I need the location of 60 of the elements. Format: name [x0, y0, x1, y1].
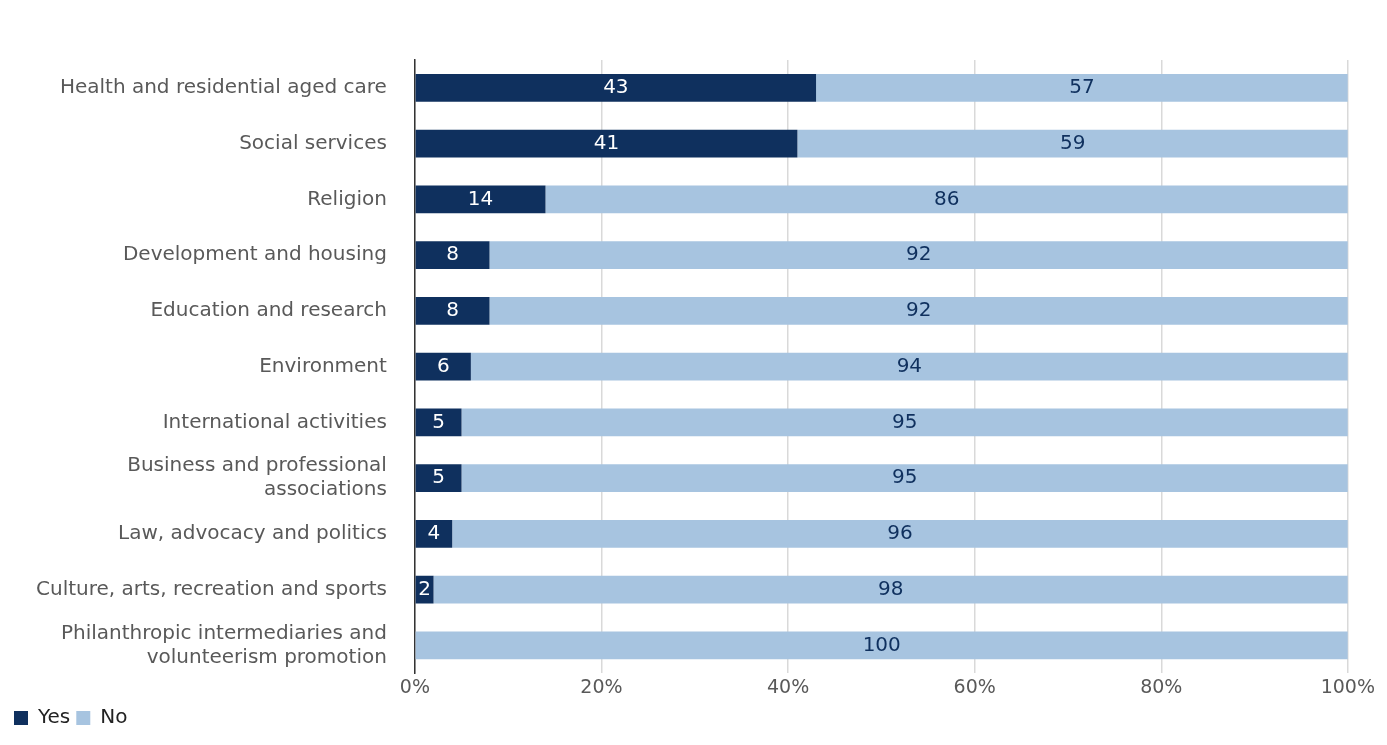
- bar: [470, 352, 1348, 381]
- bar: [415, 129, 798, 158]
- y-tick-label: Law, advocacy and politics: [118, 520, 387, 545]
- y-tick-label: International activities: [162, 408, 387, 433]
- bar: [545, 185, 1348, 214]
- data-label: 100: [862, 631, 901, 656]
- bar: [415, 464, 462, 493]
- bar: [415, 631, 1348, 660]
- data-label: 41: [593, 129, 620, 154]
- data-label: 6: [436, 352, 450, 377]
- bar: [489, 296, 1348, 325]
- data-label: 43: [603, 74, 629, 99]
- bar: [797, 129, 1348, 158]
- x-tick-label: 40%: [766, 674, 810, 697]
- data-label: 8: [446, 241, 459, 266]
- data-label: 98: [877, 575, 904, 600]
- x-tick-label: 60%: [953, 674, 996, 697]
- bar: [415, 408, 462, 437]
- bar: [489, 241, 1348, 270]
- bar: [461, 408, 1348, 437]
- data-label: 5: [432, 408, 445, 433]
- bar: [415, 73, 817, 102]
- x-tick-label: 0%: [399, 674, 430, 697]
- y-tick-label: Philanthropic intermediaries and volunteerism promotion: [60, 619, 387, 668]
- x-tick-label: 100%: [1320, 674, 1375, 697]
- data-label: 14: [467, 185, 494, 210]
- y-tick-label: Social services: [239, 129, 387, 154]
- y-tick-label: Culture, arts, recreation and sports: [36, 575, 387, 600]
- bar: [816, 73, 1348, 102]
- bar: [415, 296, 490, 325]
- y-tick-label: Religion: [307, 185, 387, 210]
- y-tick-label: Development and housing: [122, 241, 387, 266]
- data-label: 59: [1059, 129, 1086, 154]
- x-tick-label: 20%: [580, 674, 623, 697]
- legend-label: Yes: [37, 704, 71, 729]
- bar: [415, 185, 546, 214]
- x-tick-label: 80%: [1140, 674, 1183, 697]
- bar: [452, 519, 1348, 548]
- data-label: 2: [418, 575, 431, 600]
- data-label: 92: [905, 241, 932, 266]
- data-label: 86: [933, 185, 960, 210]
- y-tick-label: Education and research: [150, 297, 387, 322]
- data-label: 8: [446, 297, 459, 322]
- data-label: 92: [905, 297, 932, 322]
- bar: [461, 464, 1348, 493]
- y-tick-label: Health and residential aged care: [59, 74, 387, 99]
- bar: [433, 575, 1348, 604]
- y-tick-label: Environment: [259, 352, 388, 377]
- bar: [415, 519, 453, 548]
- bar: [415, 352, 471, 381]
- data-label: 57: [1069, 74, 1095, 99]
- y-tick-label: Business and professional associations: [127, 452, 387, 501]
- bar: [415, 241, 490, 270]
- data-label: 94: [896, 352, 923, 377]
- data-label: 95: [891, 464, 918, 489]
- data-label: 5: [432, 464, 445, 489]
- data-label: 96: [887, 520, 913, 545]
- data-label: 95: [891, 408, 918, 433]
- legend-label: No: [100, 704, 128, 729]
- data-label: 4: [427, 520, 441, 545]
